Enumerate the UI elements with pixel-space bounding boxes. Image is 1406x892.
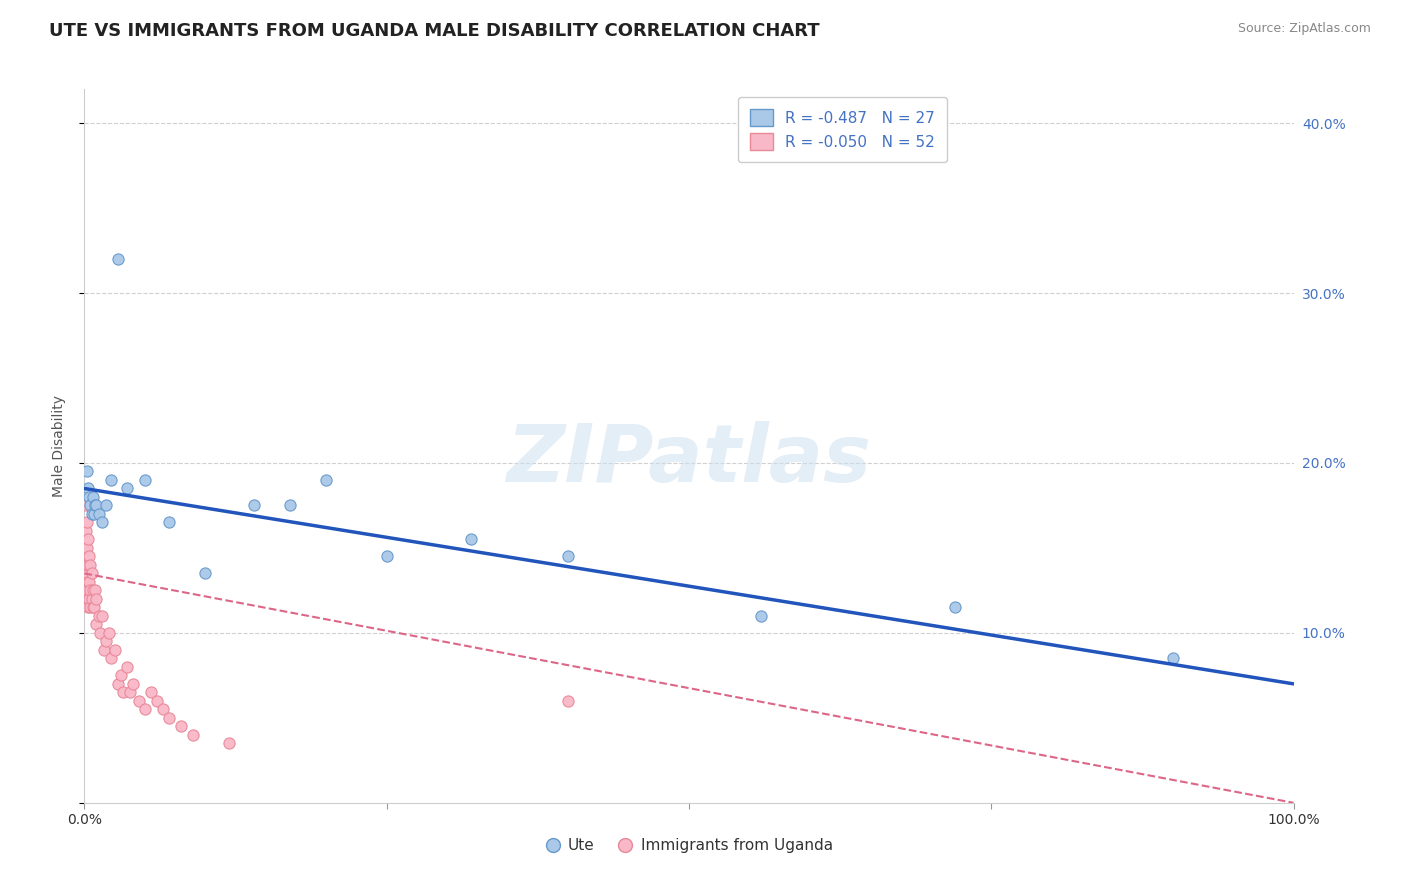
Text: UTE VS IMMIGRANTS FROM UGANDA MALE DISABILITY CORRELATION CHART: UTE VS IMMIGRANTS FROM UGANDA MALE DISAB… — [49, 22, 820, 40]
Point — [76, 574, 98, 589]
Point — [77, 490, 100, 504]
Point — [79, 583, 101, 598]
Point — [77, 533, 100, 547]
Point — [80, 566, 103, 581]
Point — [181, 728, 204, 742]
Point — [104, 643, 127, 657]
Point — [87, 608, 110, 623]
Point — [107, 252, 129, 266]
Point — [112, 685, 135, 699]
Point — [83, 507, 105, 521]
Point — [120, 685, 142, 699]
Point — [86, 591, 108, 606]
Point — [77, 558, 100, 572]
Point — [76, 516, 98, 530]
Point — [86, 499, 108, 513]
Point — [77, 482, 100, 496]
Point — [115, 660, 138, 674]
Point — [94, 634, 117, 648]
Point — [77, 583, 100, 598]
Point — [77, 549, 100, 564]
Point — [91, 516, 114, 530]
Text: ZIPatlas: ZIPatlas — [506, 421, 872, 500]
Point — [75, 583, 97, 598]
Point — [134, 473, 156, 487]
Point — [107, 677, 129, 691]
Point — [1161, 651, 1184, 665]
Point — [218, 736, 240, 750]
Point — [80, 591, 103, 606]
Point — [115, 482, 138, 496]
Point — [315, 473, 337, 487]
Point — [94, 499, 117, 513]
Point — [84, 583, 107, 598]
Point — [76, 541, 98, 555]
Point — [121, 677, 143, 691]
Point — [557, 549, 579, 564]
Point — [194, 566, 217, 581]
Point — [77, 600, 100, 615]
Point — [75, 566, 97, 581]
Point — [82, 600, 104, 615]
Point — [157, 711, 180, 725]
Point — [80, 507, 103, 521]
Point — [77, 574, 100, 589]
Point — [86, 617, 108, 632]
Point — [79, 558, 101, 572]
Point — [375, 549, 398, 564]
Legend: Ute, Immigrants from Uganda: Ute, Immigrants from Uganda — [538, 832, 839, 859]
Point — [157, 516, 180, 530]
Point — [82, 583, 104, 598]
Text: Source: ZipAtlas.com: Source: ZipAtlas.com — [1237, 22, 1371, 36]
Point — [110, 668, 132, 682]
Point — [100, 473, 122, 487]
Point — [751, 608, 773, 623]
Point — [97, 626, 120, 640]
Point — [77, 591, 100, 606]
Point — [139, 685, 162, 699]
Point — [152, 702, 174, 716]
Point — [242, 499, 264, 513]
Point — [75, 524, 97, 538]
Point — [75, 499, 97, 513]
Point — [76, 558, 98, 572]
Point — [82, 490, 104, 504]
Point — [134, 702, 156, 716]
Point — [91, 608, 114, 623]
Point — [557, 694, 579, 708]
Point — [84, 499, 107, 513]
Point — [79, 499, 101, 513]
Point — [89, 626, 111, 640]
Point — [79, 600, 101, 615]
Point — [76, 465, 98, 479]
Point — [93, 643, 115, 657]
Y-axis label: Male Disability: Male Disability — [52, 395, 66, 497]
Point — [460, 533, 482, 547]
Point — [146, 694, 169, 708]
Point — [83, 600, 105, 615]
Point — [943, 600, 966, 615]
Point — [100, 651, 122, 665]
Point — [76, 591, 98, 606]
Point — [170, 719, 193, 733]
Point — [278, 499, 301, 513]
Point — [128, 694, 150, 708]
Point — [87, 507, 110, 521]
Point — [75, 541, 97, 555]
